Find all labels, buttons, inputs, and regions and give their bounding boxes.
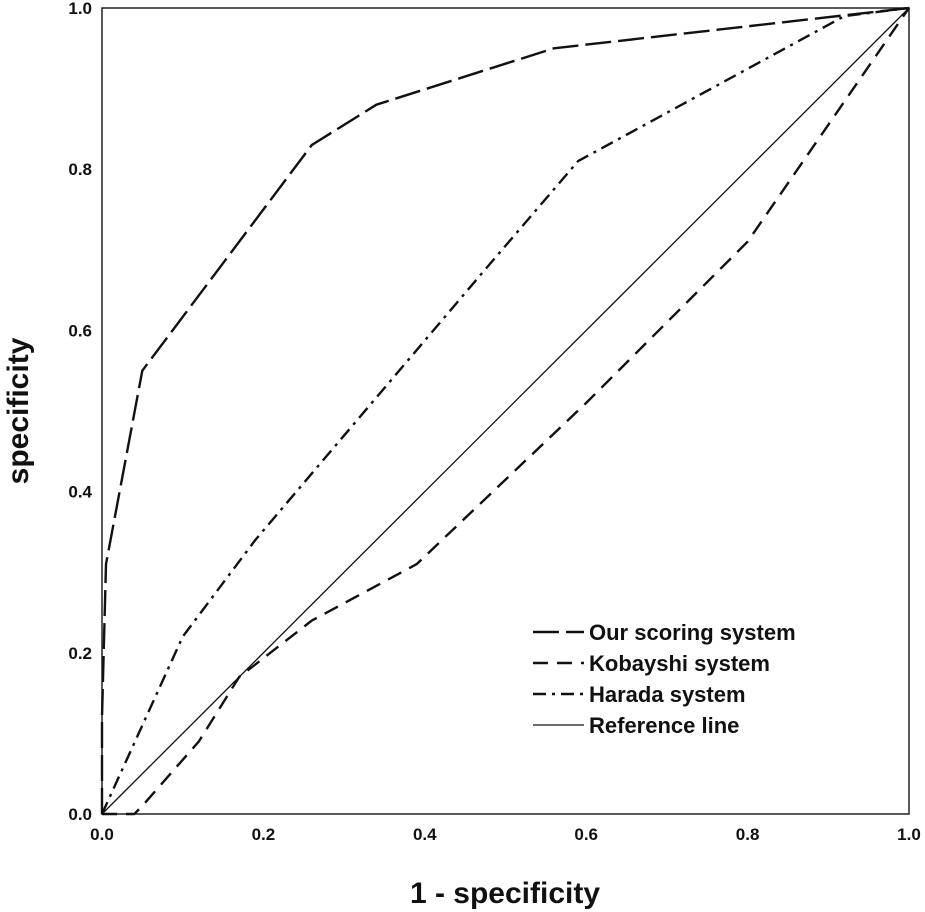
x-axis-title: 1 - specificity — [410, 877, 600, 910]
y-tick-labels: 0.0 0.2 0.4 0.6 0.8 1.0 — [68, 0, 92, 824]
x-tick-label: 0.2 — [252, 825, 276, 844]
series-line-4 — [101, 7, 910, 815]
x-tick-label: 0.4 — [413, 825, 437, 844]
series-line-1 — [100, 6, 910, 814]
plot-frame — [101, 7, 910, 815]
x-tick-label: 0.6 — [574, 825, 598, 844]
y-tick-label: 0.4 — [68, 483, 92, 502]
y-tick-label: 0.2 — [68, 644, 92, 663]
legend-entry: Our scoring system — [589, 620, 796, 645]
x-tick-label: 0.8 — [736, 825, 760, 844]
y-tick-label: 0.0 — [68, 805, 92, 824]
legend-entry: Reference line — [589, 713, 739, 738]
y-tick-label: 0.8 — [68, 160, 92, 179]
legend-entry: Harada system — [589, 682, 746, 707]
y-tick-label: 1.0 — [68, 0, 92, 18]
x-tick-label: 0.0 — [90, 825, 114, 844]
series-layer — [100, 6, 910, 816]
legend: Our scoring system Kobayshi system Harada … — [533, 620, 796, 738]
x-tick-label: 1.0 — [897, 825, 921, 844]
y-tick-label: 0.6 — [68, 321, 92, 340]
legend-entry: Kobayshi system — [589, 651, 770, 676]
y-axis-title: specificity — [2, 337, 35, 484]
series-line-3 — [100, 6, 910, 815]
x-tick-labels: 0.0 0.2 0.4 0.6 0.8 1.0 — [90, 825, 921, 844]
series-line-2 — [102, 7, 910, 816]
